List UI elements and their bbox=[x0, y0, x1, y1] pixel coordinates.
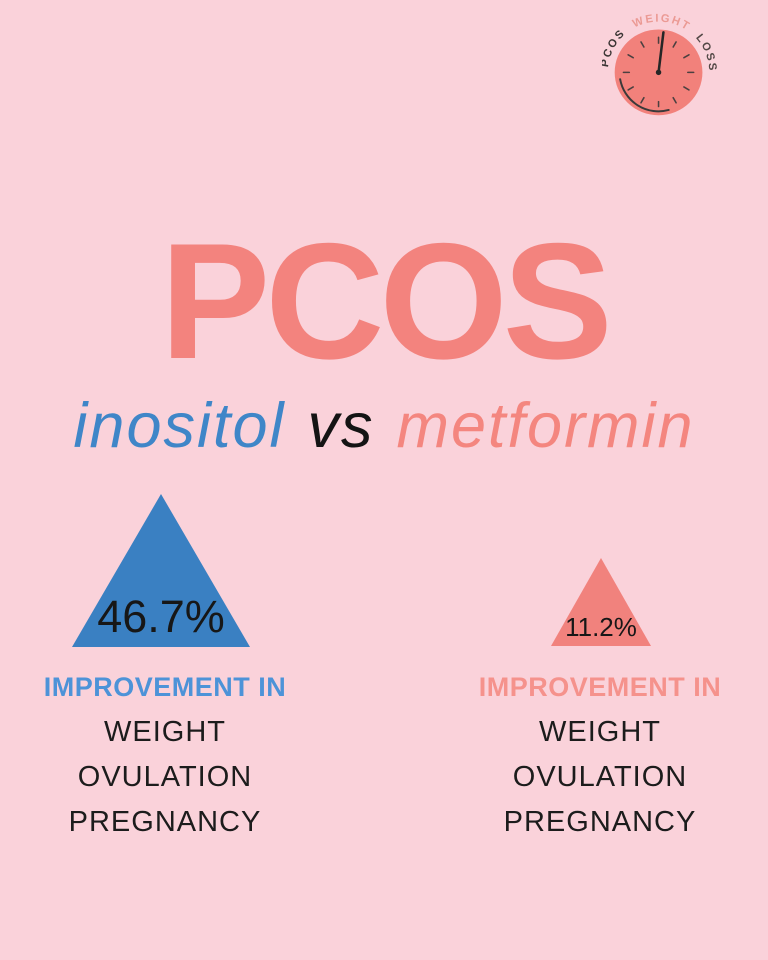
metformin-triangle: 11.2% bbox=[551, 558, 651, 646]
inositol-triangle: 46.7% bbox=[72, 494, 250, 647]
scale-dial-icon: PCOS WEIGHT LOSS bbox=[599, 12, 716, 116]
metformin-value: 11.2% bbox=[565, 612, 637, 642]
metformin-improvement-label: IMPROVEMENT IN bbox=[478, 672, 722, 702]
brand-logo: PCOS WEIGHT LOSS bbox=[599, 8, 719, 125]
subtitle: inositol vs metformin bbox=[0, 391, 768, 461]
metformin-item-ovulation: OVULATION bbox=[512, 761, 688, 793]
page-title: PCOS bbox=[160, 209, 613, 393]
inositol-item-weight: WEIGHT bbox=[104, 716, 226, 748]
metformin-item-pregnancy: PREGNANCY bbox=[503, 806, 697, 838]
dial-arc bbox=[619, 78, 670, 113]
metformin-item-weight: WEIGHT bbox=[539, 716, 661, 748]
subtitle-metformin: metformin bbox=[396, 391, 695, 461]
inositol-item-pregnancy: PREGNANCY bbox=[68, 806, 262, 838]
inositol-item-ovulation: OVULATION bbox=[77, 761, 253, 793]
inositol-column: IMPROVEMENT IN WEIGHT OVULATION PREGNANC… bbox=[35, 665, 295, 845]
inositol-improvement-label: IMPROVEMENT IN bbox=[43, 672, 287, 702]
subtitle-vs: vs bbox=[307, 391, 375, 461]
metformin-column: IMPROVEMENT IN WEIGHT OVULATION PREGNANC… bbox=[470, 665, 730, 845]
inositol-value: 46.7% bbox=[97, 591, 225, 642]
dial-needle bbox=[657, 31, 665, 74]
subtitle-inositol: inositol bbox=[73, 391, 286, 461]
